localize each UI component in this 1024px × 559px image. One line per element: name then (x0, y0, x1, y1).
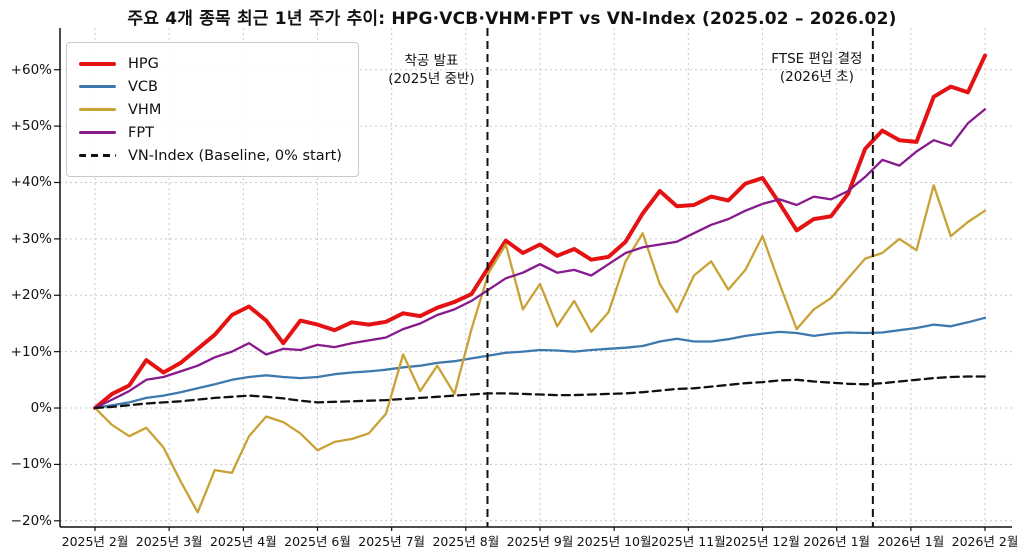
y-tick-label: −10% (10, 456, 52, 473)
legend-swatch (79, 85, 116, 88)
series-line-vcb (93, 316, 987, 410)
legend-item: VN-Index (Baseline, 0% start) (79, 144, 342, 167)
legend-label: HPG (128, 55, 159, 72)
x-tick-label: 2025년 2월 (61, 531, 129, 550)
annotation-text: 착공 발표 (2025년 중반) (388, 52, 474, 88)
series-line-fpt (93, 108, 987, 410)
annotation-text: FTSE 편입 결정 (2026년 초) (771, 50, 862, 86)
legend-label: VHM (128, 101, 162, 118)
y-tick-label: −20% (10, 512, 52, 529)
x-tick-label: 2025년 9월 (506, 531, 574, 550)
y-tick-label: +20% (10, 287, 52, 304)
y-tick-label: +50% (10, 118, 52, 135)
legend-label: VN-Index (Baseline, 0% start) (128, 147, 342, 164)
y-tick-label: 0% (30, 400, 52, 417)
y-tick-label: +60% (10, 61, 52, 78)
annotation-line1: FTSE 편입 결정 (771, 51, 863, 67)
x-tick-label: 2025년 6월 (284, 531, 351, 550)
annotation-line1: 착공 발표 (404, 53, 459, 69)
series-line-vhm (93, 184, 987, 514)
series-line-vn-index (93, 375, 987, 410)
legend-swatch (79, 61, 116, 66)
chart-title: 주요 4개 종목 최근 1년 주가 추이: HPG·VCB·VHM·FPT vs… (127, 9, 897, 29)
x-tick-label: 2026년 1월 (803, 531, 871, 550)
legend-item: HPG (79, 52, 342, 75)
x-tick-label: 2025년 12월 (725, 531, 800, 550)
annotation-line2: (2025년 중반) (388, 71, 475, 87)
legend-item: FPT (79, 121, 342, 144)
legend-swatch (79, 131, 116, 134)
legend-swatch (79, 108, 116, 111)
x-tick-label: 2025년 8월 (432, 531, 500, 550)
legend-label: VCB (128, 78, 158, 95)
series-line-hpg (93, 53, 987, 410)
x-tick-label: 2026년 2월 (951, 531, 1019, 550)
legend: HPG VCB VHM FPT VN-Index (Baseline, 0% start… (66, 42, 359, 177)
legend-label: FPT (128, 124, 154, 141)
y-tick-label: +10% (10, 343, 52, 360)
x-tick-label: 2025년 11월 (650, 531, 726, 550)
x-tick-label: 2025년 7월 (358, 531, 426, 550)
x-tick-label: 2025년 4월 (209, 531, 277, 550)
x-tick-label: 2025년 10월 (576, 531, 652, 550)
legend-item: VCB (79, 75, 342, 98)
x-tick-label: 2026년 1월 (877, 531, 945, 550)
x-tick-label: 2025년 3월 (135, 531, 203, 550)
legend-item: VHM (79, 98, 342, 121)
annotation-line2: (2026년 초) (779, 69, 854, 85)
y-tick-label: +40% (10, 174, 52, 191)
legend-swatch (79, 154, 116, 157)
y-tick-label: +30% (10, 230, 52, 247)
